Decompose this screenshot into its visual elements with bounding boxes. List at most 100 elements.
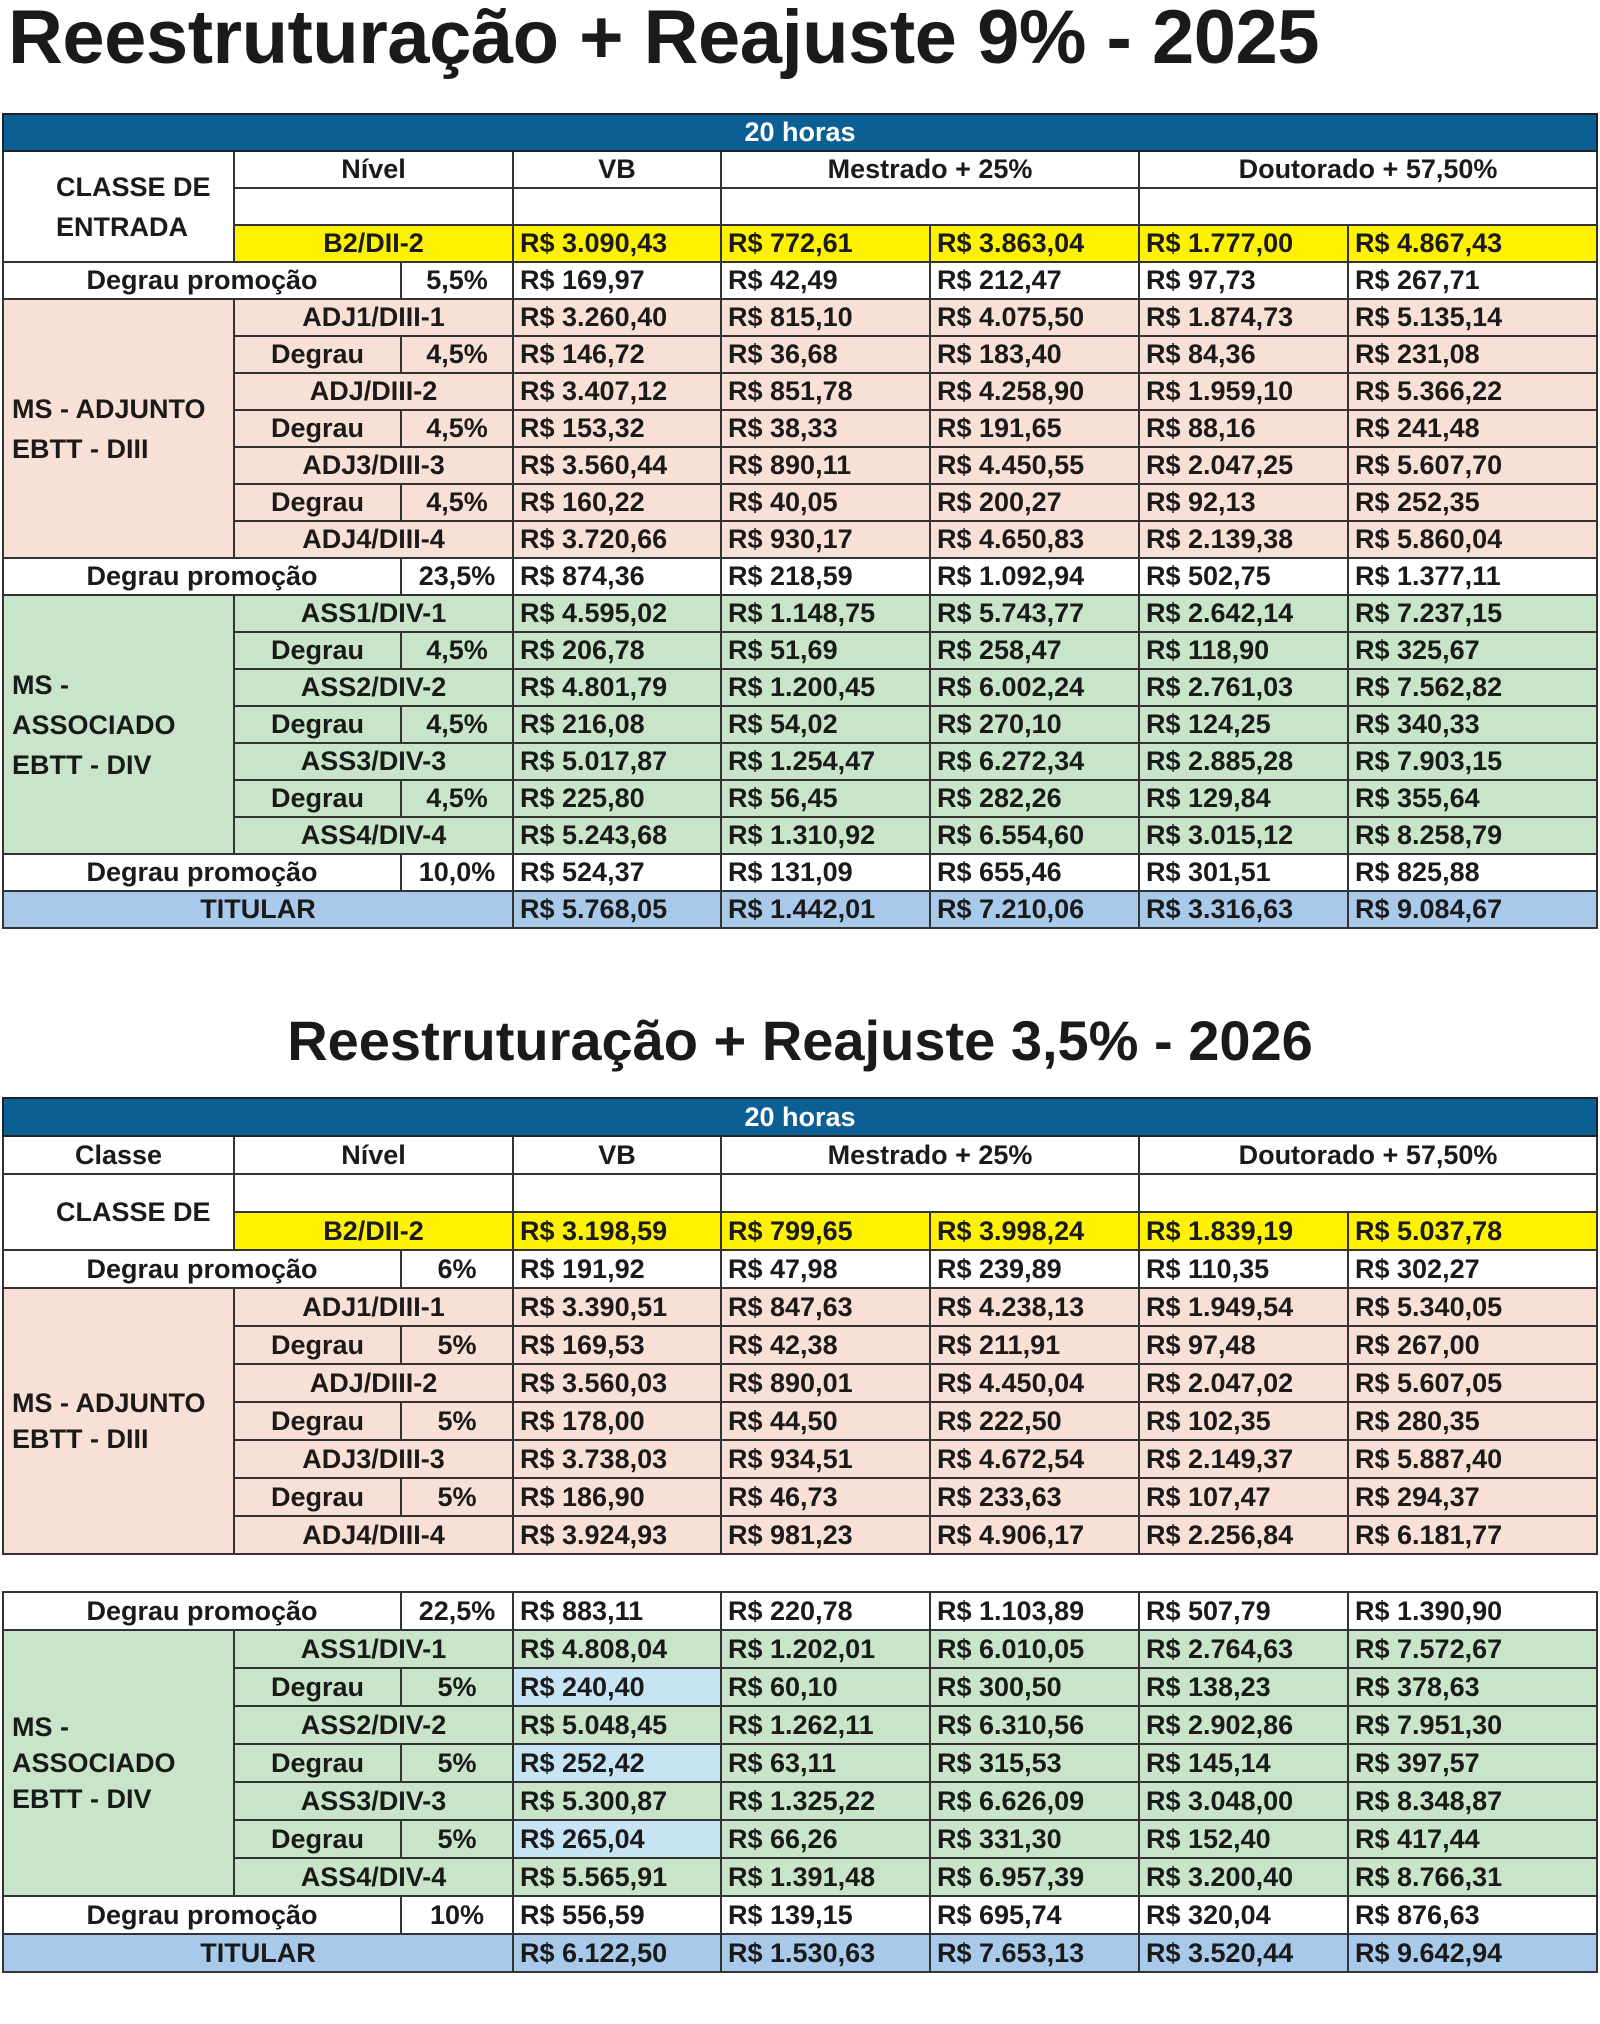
value-cell: R$ 9.084,67	[1347, 890, 1598, 929]
blank-row	[3, 187, 1598, 226]
step-label: Degrau	[233, 1325, 402, 1365]
value-cell: R$ 5.607,70	[1347, 446, 1598, 485]
value-cell: R$ 331,30	[929, 1819, 1140, 1859]
value-cell: R$ 300,50	[929, 1667, 1140, 1707]
value-cell: R$ 252,42	[512, 1743, 722, 1783]
value-cell: R$ 9.642,94	[1347, 1933, 1598, 1973]
value-cell: R$ 1.092,94	[929, 557, 1140, 596]
step-percent: 4,5%	[400, 409, 514, 448]
value-cell: R$ 2.761,03	[1138, 668, 1349, 707]
promotion-percent: 22,5%	[400, 1591, 514, 1631]
step-row: Degrau 5% R$ 265,04 R$ 66,26 R$ 331,30 R$ 152…	[3, 1819, 1598, 1859]
value-cell: R$ 110,35	[1138, 1249, 1349, 1289]
promotion-row: Degrau promoção 10,0% R$ 524,37 R$ 131,09 R$…	[2, 853, 1598, 892]
salary-table-2025: 20 horas CLASSE DE ENTRADA Nível VB Mestrado…	[2, 113, 1598, 929]
step-label: Degrau	[233, 631, 402, 670]
value-cell: R$ 4.450,04	[929, 1363, 1140, 1403]
value-cell: R$ 847,63	[720, 1287, 931, 1327]
value-cell: R$ 4.867,43	[1347, 224, 1598, 263]
value-cell: R$ 282,26	[929, 779, 1140, 818]
value-cell: R$ 2.047,02	[1138, 1363, 1349, 1403]
value-cell: R$ 212,47	[929, 261, 1140, 300]
value-cell: R$ 191,92	[512, 1249, 722, 1289]
nivel-cell: ASS4/DIV-4	[233, 816, 514, 855]
value-cell: R$ 222,50	[929, 1401, 1140, 1441]
value-cell: R$ 265,04	[512, 1819, 722, 1859]
value-cell: R$ 4.650,83	[929, 520, 1140, 559]
value-cell: R$ 5.565,91	[512, 1857, 722, 1897]
blank-cell	[720, 187, 1140, 226]
group-label: MS - ADJUNTO EBTT - DIII	[2, 1287, 235, 1555]
blank-cell	[1138, 1173, 1598, 1213]
value-cell: R$ 97,73	[1138, 261, 1349, 300]
value-cell: R$ 5.743,77	[929, 594, 1140, 633]
blank-cell	[512, 187, 722, 226]
value-cell: R$ 5.243,68	[512, 816, 722, 855]
blank-cell	[1138, 187, 1598, 226]
value-cell: R$ 211,91	[929, 1325, 1140, 1365]
value-cell: R$ 40,05	[720, 483, 931, 522]
value-cell: R$ 3.863,04	[929, 224, 1140, 263]
value-cell: R$ 294,37	[1347, 1477, 1598, 1517]
nivel-cell: ADJ1/DIII-1	[233, 298, 514, 337]
value-cell: R$ 7.572,67	[1347, 1629, 1598, 1669]
value-cell: R$ 5.340,05	[1347, 1287, 1598, 1327]
value-cell: R$ 92,13	[1138, 483, 1349, 522]
header-row: Classe Nível VB Mestrado + 25% Doutorado + 5…	[2, 1135, 1598, 1175]
value-cell: R$ 152,40	[1138, 1819, 1349, 1859]
promotion-label: Degrau promoção	[2, 557, 402, 596]
value-cell: R$ 2.902,86	[1138, 1705, 1349, 1745]
value-cell: R$ 772,61	[720, 224, 931, 263]
promotion-percent: 10,0%	[400, 853, 514, 892]
step-percent: 4,5%	[400, 631, 514, 670]
value-cell: R$ 8.258,79	[1347, 816, 1598, 855]
value-cell: R$ 6.010,05	[929, 1629, 1140, 1669]
value-cell: R$ 2.149,37	[1138, 1439, 1349, 1479]
value-cell: R$ 5.037,78	[1347, 1211, 1598, 1251]
step-row: Degrau 5% R$ 169,53 R$ 42,38 R$ 211,91 R$ 97,…	[3, 1325, 1598, 1365]
step-percent: 5%	[400, 1819, 514, 1859]
value-cell: R$ 145,14	[1138, 1743, 1349, 1783]
promotion-label: Degrau promoção	[2, 261, 402, 300]
blank-cell	[720, 1173, 1140, 1213]
nivel-cell: ADJ1/DIII-1	[233, 1287, 514, 1327]
titular-label: TITULAR	[2, 890, 514, 929]
spacer	[3, 1554, 1597, 1592]
value-cell: R$ 124,25	[1138, 705, 1349, 744]
value-cell: R$ 315,53	[929, 1743, 1140, 1783]
spacer	[3, 1554, 1597, 1592]
value-cell: R$ 267,71	[1347, 261, 1598, 300]
value-cell: R$ 51,69	[720, 631, 931, 670]
step-label: Degrau	[233, 1743, 402, 1783]
step-row: Degrau 5% R$ 178,00 R$ 44,50 R$ 222,50 R$ 102…	[3, 1401, 1598, 1441]
value-cell: R$ 1.391,48	[720, 1857, 931, 1897]
value-cell: R$ 3.390,51	[512, 1287, 722, 1327]
step-row: Degrau 5% R$ 252,42 R$ 63,11 R$ 315,53 R$ 145…	[3, 1743, 1598, 1783]
nivel-header: Nível	[233, 1135, 514, 1175]
value-cell: R$ 241,48	[1347, 409, 1598, 448]
value-cell: R$ 799,65	[720, 1211, 931, 1251]
blank-cell	[512, 1173, 722, 1213]
promotion-percent: 10%	[400, 1895, 514, 1935]
classe-header: Classe	[2, 1135, 235, 1175]
value-cell: R$ 60,10	[720, 1667, 931, 1707]
value-cell: R$ 417,44	[1347, 1819, 1598, 1859]
value-cell: R$ 825,88	[1347, 853, 1598, 892]
value-cell: R$ 1.325,22	[720, 1781, 931, 1821]
value-cell: R$ 169,97	[512, 261, 722, 300]
value-cell: R$ 183,40	[929, 335, 1140, 374]
nivel-cell: B2/DII-2	[233, 1211, 514, 1251]
value-cell: R$ 1.310,92	[720, 816, 931, 855]
value-cell: R$ 5.048,45	[512, 1705, 722, 1745]
value-cell: R$ 1.200,45	[720, 668, 931, 707]
value-cell: R$ 267,00	[1347, 1325, 1598, 1365]
banner-row: 20 horas	[2, 1097, 1598, 1137]
value-cell: R$ 102,35	[1138, 1401, 1349, 1441]
step-percent: 5%	[400, 1667, 514, 1707]
value-cell: R$ 1.949,54	[1138, 1287, 1349, 1327]
value-cell: R$ 4.906,17	[929, 1515, 1140, 1555]
value-cell: R$ 4.450,55	[929, 446, 1140, 485]
step-row: Degrau 4,5% R$ 216,08 R$ 54,02 R$ 270,10 R$ 1…	[3, 705, 1598, 744]
value-cell: R$ 231,08	[1347, 335, 1598, 374]
value-cell: R$ 178,00	[512, 1401, 722, 1441]
